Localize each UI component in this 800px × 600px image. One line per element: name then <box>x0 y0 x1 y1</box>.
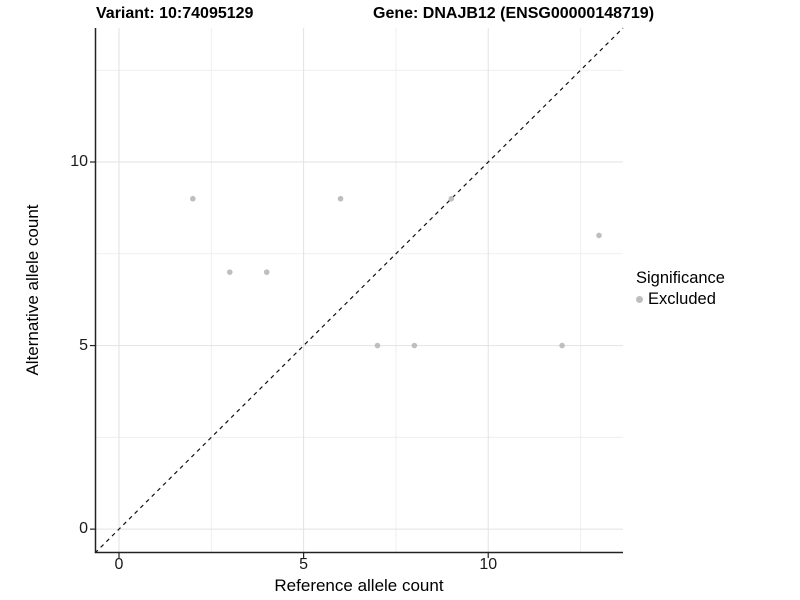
y-tick-label: 5 <box>79 336 88 354</box>
y-axis-title: Alternative allele count <box>23 204 42 376</box>
x-axis-title: Reference allele count <box>274 576 444 595</box>
scatter-point <box>448 195 455 202</box>
scatter-point <box>190 195 196 202</box>
scatter-point <box>263 269 270 275</box>
scatter-point <box>596 232 602 239</box>
x-tick-label: 10 <box>479 556 498 573</box>
scatter-point <box>559 342 565 349</box>
scatter-point <box>374 342 381 349</box>
scatter-point <box>411 342 418 349</box>
x-tick-label: 0 <box>114 556 124 573</box>
legend-item-label: Excluded <box>648 290 716 308</box>
excluded-point-icon <box>636 296 643 303</box>
scatter-point <box>337 195 344 202</box>
plot-area <box>90 27 624 558</box>
scatter-point <box>226 269 233 275</box>
y-tick-label: 10 <box>70 153 88 170</box>
y-tick-label: 0 <box>79 520 88 538</box>
plot-title-gene: Gene: DNAJB12 (ENSG00000148719) <box>373 5 655 22</box>
plot-title-variant: Variant: 10:74095129 <box>96 5 254 22</box>
legend-title: Significance <box>636 269 725 287</box>
legend: Significance Excluded <box>636 269 725 309</box>
x-tick-label: 5 <box>299 556 309 573</box>
legend-item-excluded: Excluded <box>636 290 725 309</box>
identity-dashed-line <box>94 27 624 554</box>
